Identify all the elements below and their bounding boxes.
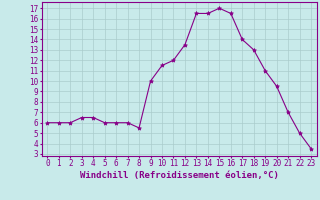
X-axis label: Windchill (Refroidissement éolien,°C): Windchill (Refroidissement éolien,°C) — [80, 171, 279, 180]
